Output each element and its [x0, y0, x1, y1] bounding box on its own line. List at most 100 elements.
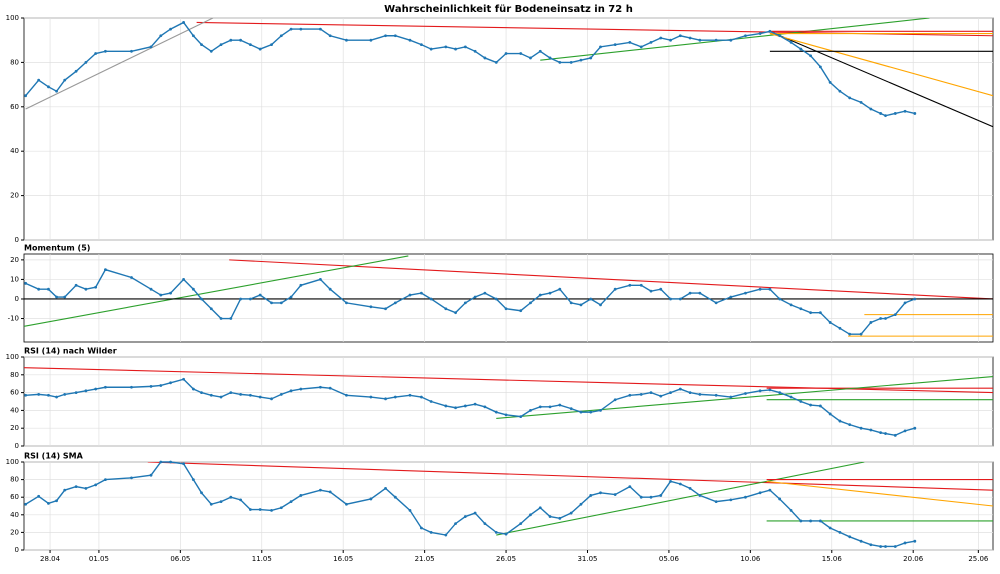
point [37, 392, 41, 396]
trend-line [496, 376, 993, 419]
point [729, 395, 733, 399]
point [463, 301, 467, 305]
point [419, 43, 423, 47]
point [94, 52, 98, 55]
point [229, 317, 233, 320]
trend-line [229, 259, 993, 300]
trend-line [769, 30, 993, 128]
point [24, 281, 28, 285]
point [579, 410, 583, 414]
point [589, 494, 593, 497]
point [191, 387, 195, 391]
point [744, 291, 747, 295]
point [483, 291, 487, 295]
point [494, 61, 498, 64]
point [159, 34, 163, 38]
point [579, 502, 583, 506]
point [84, 287, 88, 291]
point [393, 495, 397, 499]
point [859, 100, 863, 104]
x-tick-label: 15.06 [822, 555, 843, 563]
point [678, 387, 682, 391]
point [529, 301, 532, 305]
point [848, 535, 852, 539]
point [463, 45, 467, 49]
point [219, 395, 223, 399]
point [47, 393, 50, 397]
point [778, 391, 782, 394]
point [408, 38, 412, 42]
point [778, 297, 782, 301]
point [182, 462, 186, 466]
point [55, 499, 58, 503]
point [669, 479, 672, 483]
point [879, 545, 883, 548]
y-tick-label: 60 [10, 493, 19, 501]
x-tick-label: 31.05 [577, 555, 597, 563]
point [63, 78, 67, 82]
point [94, 387, 98, 391]
point [104, 385, 107, 389]
point [159, 384, 163, 387]
point [698, 38, 702, 42]
point [104, 478, 107, 481]
point [47, 85, 50, 89]
point [279, 392, 283, 396]
point [649, 41, 653, 44]
point [698, 494, 702, 497]
point [408, 509, 412, 512]
y-tick-label: 80 [10, 476, 19, 484]
panel-title: RSI (14) nach Wilder [24, 347, 117, 356]
point [778, 497, 782, 501]
point [799, 47, 803, 51]
point [130, 476, 133, 480]
point [191, 287, 195, 291]
point [538, 405, 542, 409]
point [799, 307, 803, 311]
chart-title: Wahrscheinlichkeit für Bodeneinsatz in 7… [384, 4, 633, 15]
x-tick-label: 05.06 [659, 555, 680, 563]
point [200, 491, 203, 495]
point [24, 393, 28, 397]
y-tick-label: 0 [15, 295, 19, 303]
x-tick-label: 28.04 [40, 555, 61, 563]
point [613, 398, 617, 402]
point [893, 112, 897, 115]
point [55, 89, 58, 93]
point [270, 301, 273, 305]
point [159, 460, 163, 464]
point [589, 297, 593, 301]
point [589, 410, 593, 414]
point [169, 27, 172, 31]
point [768, 388, 772, 392]
point [473, 511, 477, 515]
point [768, 29, 772, 33]
point [319, 278, 322, 281]
point [239, 297, 243, 301]
x-tick-label: 01.05 [89, 555, 109, 563]
point [809, 519, 812, 523]
point [548, 56, 552, 60]
point [419, 291, 423, 295]
point [94, 483, 98, 487]
point [345, 38, 348, 42]
point [454, 311, 457, 315]
point [884, 545, 887, 548]
point [848, 332, 852, 336]
point [569, 511, 573, 515]
point [848, 96, 852, 100]
point [393, 395, 397, 399]
point [569, 407, 573, 411]
series-line [25, 21, 915, 117]
point [182, 278, 186, 281]
point [408, 393, 412, 397]
point [628, 393, 632, 397]
panel-title: Momentum (5) [24, 244, 90, 253]
point [393, 301, 397, 305]
point [903, 301, 907, 305]
point [768, 488, 772, 492]
point [454, 47, 457, 51]
point [758, 389, 762, 393]
point [130, 385, 133, 389]
